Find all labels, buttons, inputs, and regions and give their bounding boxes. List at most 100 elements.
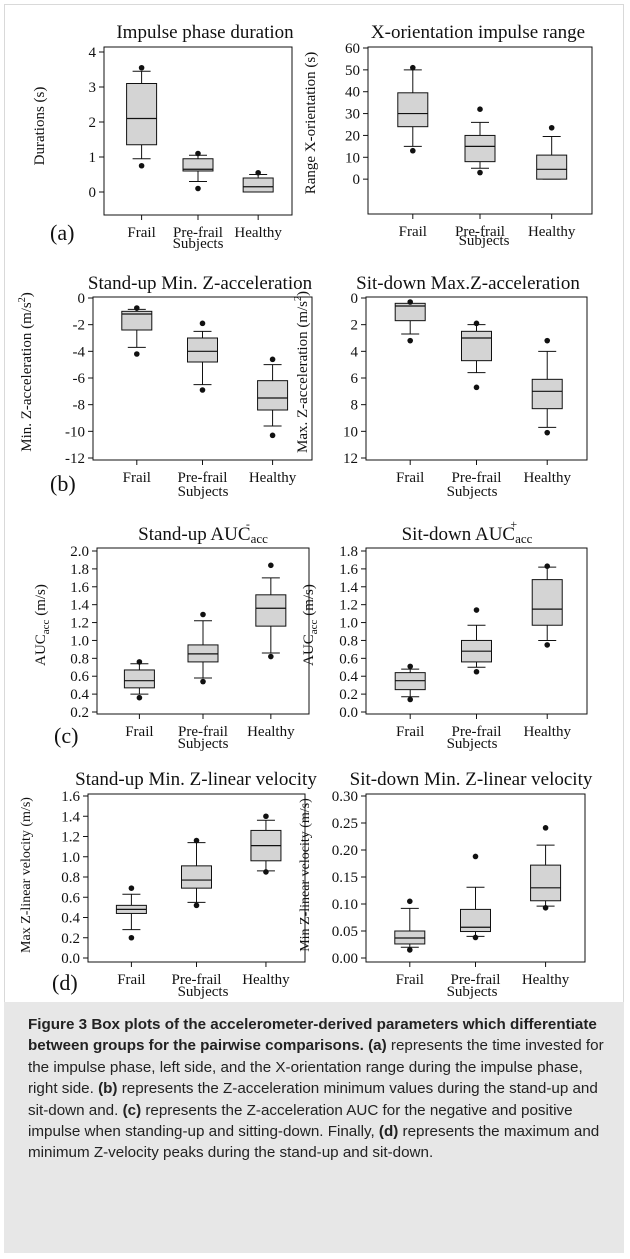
outlier-point bbox=[542, 825, 549, 831]
box bbox=[536, 154, 568, 180]
x-axis-label: Subjects bbox=[447, 484, 498, 500]
y-tick-label: 1.2 bbox=[339, 598, 358, 614]
caption-title: Box plots of the accelerometer-derived p… bbox=[28, 1016, 597, 1055]
outlier-point bbox=[134, 305, 140, 311]
y-tick-label: 40 bbox=[345, 85, 360, 101]
y-tick-label: 1.8 bbox=[70, 562, 89, 578]
y-tick-label: 1.4 bbox=[61, 809, 80, 825]
chart-title: Stand-up Min. Z-acceleration bbox=[88, 273, 313, 294]
x-axis-label: Subjects bbox=[459, 233, 510, 249]
y-tick-label: 8 bbox=[351, 398, 359, 414]
box bbox=[464, 134, 496, 163]
outlier-point bbox=[128, 934, 135, 941]
outlier-point bbox=[407, 947, 413, 953]
y-tick-label: 0.4 bbox=[61, 911, 80, 927]
caption-text-c: represents the Z-acceleration AUC for th… bbox=[28, 1101, 573, 1141]
outlier-point bbox=[200, 678, 206, 685]
x-tick-label: Healthy bbox=[523, 724, 571, 740]
y-tick-label: 12 bbox=[343, 451, 358, 467]
outlier-point bbox=[199, 320, 206, 327]
outlier-point bbox=[200, 611, 206, 618]
y-axis-label: AUCacc (m/s) bbox=[33, 584, 52, 666]
chart-title: Stand-up Min. Z-linear velocity bbox=[75, 769, 317, 790]
panel-label-d: (d) bbox=[52, 970, 78, 995]
figure-panels: Impulse phase duration X-orientation imp… bbox=[17, 22, 593, 1000]
y-tick-label: 0.6 bbox=[61, 890, 80, 906]
outlier-point bbox=[473, 607, 480, 613]
caption-text-a: represents the time invested for the imp… bbox=[28, 1037, 604, 1098]
chart-panel-0: 0 1 2 3 4 Frail Pre-frail Healthy bbox=[89, 45, 293, 241]
y-tick-label: -12 bbox=[65, 451, 85, 467]
x-axis-label: Subjects bbox=[173, 236, 224, 252]
outlier-point bbox=[269, 432, 276, 439]
y-tick-label: 0.0 bbox=[339, 705, 358, 721]
panel-label-c: (c) bbox=[54, 723, 78, 748]
outlier-point bbox=[544, 429, 551, 436]
box bbox=[126, 83, 158, 146]
chart-panel-3: 0 2 4 6 8 10 12 Frail Pre-frail Healthy bbox=[343, 291, 588, 486]
y-tick-label: -4 bbox=[73, 344, 86, 360]
x-tick-label: Frail bbox=[117, 972, 145, 988]
y-tick-label: 10 bbox=[343, 424, 358, 440]
y-tick-label: 50 bbox=[345, 63, 360, 79]
x-tick-label: Healthy bbox=[522, 972, 570, 988]
y-tick-label: 0.15 bbox=[332, 870, 358, 886]
outlier-point bbox=[255, 169, 261, 176]
x-tick-label: Pre-frail bbox=[455, 224, 505, 240]
box bbox=[460, 908, 491, 933]
y-tick-label: 0.6 bbox=[70, 669, 89, 685]
y-axis-label: Durations (s) bbox=[32, 87, 48, 166]
panel-label-b: (b) bbox=[50, 471, 76, 496]
box bbox=[242, 177, 274, 193]
outlier-point bbox=[138, 64, 145, 71]
x-axis-label: Subjects bbox=[178, 484, 229, 500]
y-tick-label: 1.0 bbox=[339, 616, 358, 632]
y-tick-label: 1.2 bbox=[70, 616, 89, 632]
box bbox=[530, 864, 562, 902]
outlier-point bbox=[263, 813, 269, 820]
x-tick-label: Healthy bbox=[247, 724, 295, 740]
chart-title: X-orientation impulse range bbox=[371, 22, 585, 43]
y-tick-label: -8 bbox=[73, 398, 86, 414]
y-tick-label: 1.0 bbox=[70, 633, 89, 649]
caption-tag-c: (c) bbox=[122, 1101, 142, 1119]
y-axis-label: AUCacc (m/s) bbox=[301, 584, 320, 666]
chart-panel-6: 0.0 0.2 0.4 0.6 0.8 1.0 1.2 1.4 1.6 Frail Pre-frai… bbox=[61, 789, 306, 988]
x-tick-label: Healthy bbox=[523, 470, 571, 486]
y-tick-label: 10 bbox=[345, 150, 360, 166]
y-tick-label: 0.8 bbox=[70, 651, 89, 667]
outlier-point bbox=[473, 668, 480, 675]
outlier-point bbox=[544, 642, 551, 648]
outlier-point bbox=[410, 64, 416, 71]
y-tick-label: 4 bbox=[351, 344, 359, 360]
y-tick-label: 0 bbox=[353, 172, 361, 188]
box bbox=[257, 380, 289, 411]
x-tick-label: Healthy bbox=[528, 224, 576, 240]
outlier-point bbox=[473, 384, 480, 391]
x-axis-label: Subjects bbox=[178, 736, 229, 752]
y-tick-label: 0.4 bbox=[70, 687, 89, 703]
y-tick-label: 0.10 bbox=[332, 897, 358, 913]
outlier-point bbox=[193, 902, 200, 909]
y-axis-label: Range X-orientation (s) bbox=[303, 52, 319, 194]
y-tick-label: -10 bbox=[65, 424, 85, 440]
y-tick-label: 1.6 bbox=[339, 562, 358, 578]
outlier-point bbox=[134, 351, 140, 357]
outlier-point bbox=[195, 185, 201, 192]
y-tick-label: 0.05 bbox=[332, 924, 358, 940]
panel-label-a: (a) bbox=[50, 220, 74, 245]
y-axis-label: Max. Z-acceleration (m/s2) bbox=[293, 291, 311, 453]
y-tick-label: 1.4 bbox=[339, 580, 358, 596]
y-tick-label: 0.0 bbox=[61, 951, 80, 967]
y-tick-label: 0 bbox=[351, 291, 359, 307]
box bbox=[182, 158, 214, 172]
outlier-point bbox=[268, 653, 274, 660]
y-tick-label: 3 bbox=[89, 80, 97, 96]
chart-panel-2: 0 -2 -4 -6 -8 -10 -12 Frail Pre-frail Healthy bbox=[65, 291, 313, 486]
x-tick-label: Frail bbox=[396, 724, 424, 740]
y-tick-label: 2 bbox=[351, 318, 359, 334]
y-tick-label: 0.25 bbox=[332, 816, 358, 832]
x-tick-label: Healthy bbox=[234, 225, 282, 241]
outlier-point bbox=[477, 106, 483, 112]
y-tick-label: 0.8 bbox=[339, 633, 358, 649]
